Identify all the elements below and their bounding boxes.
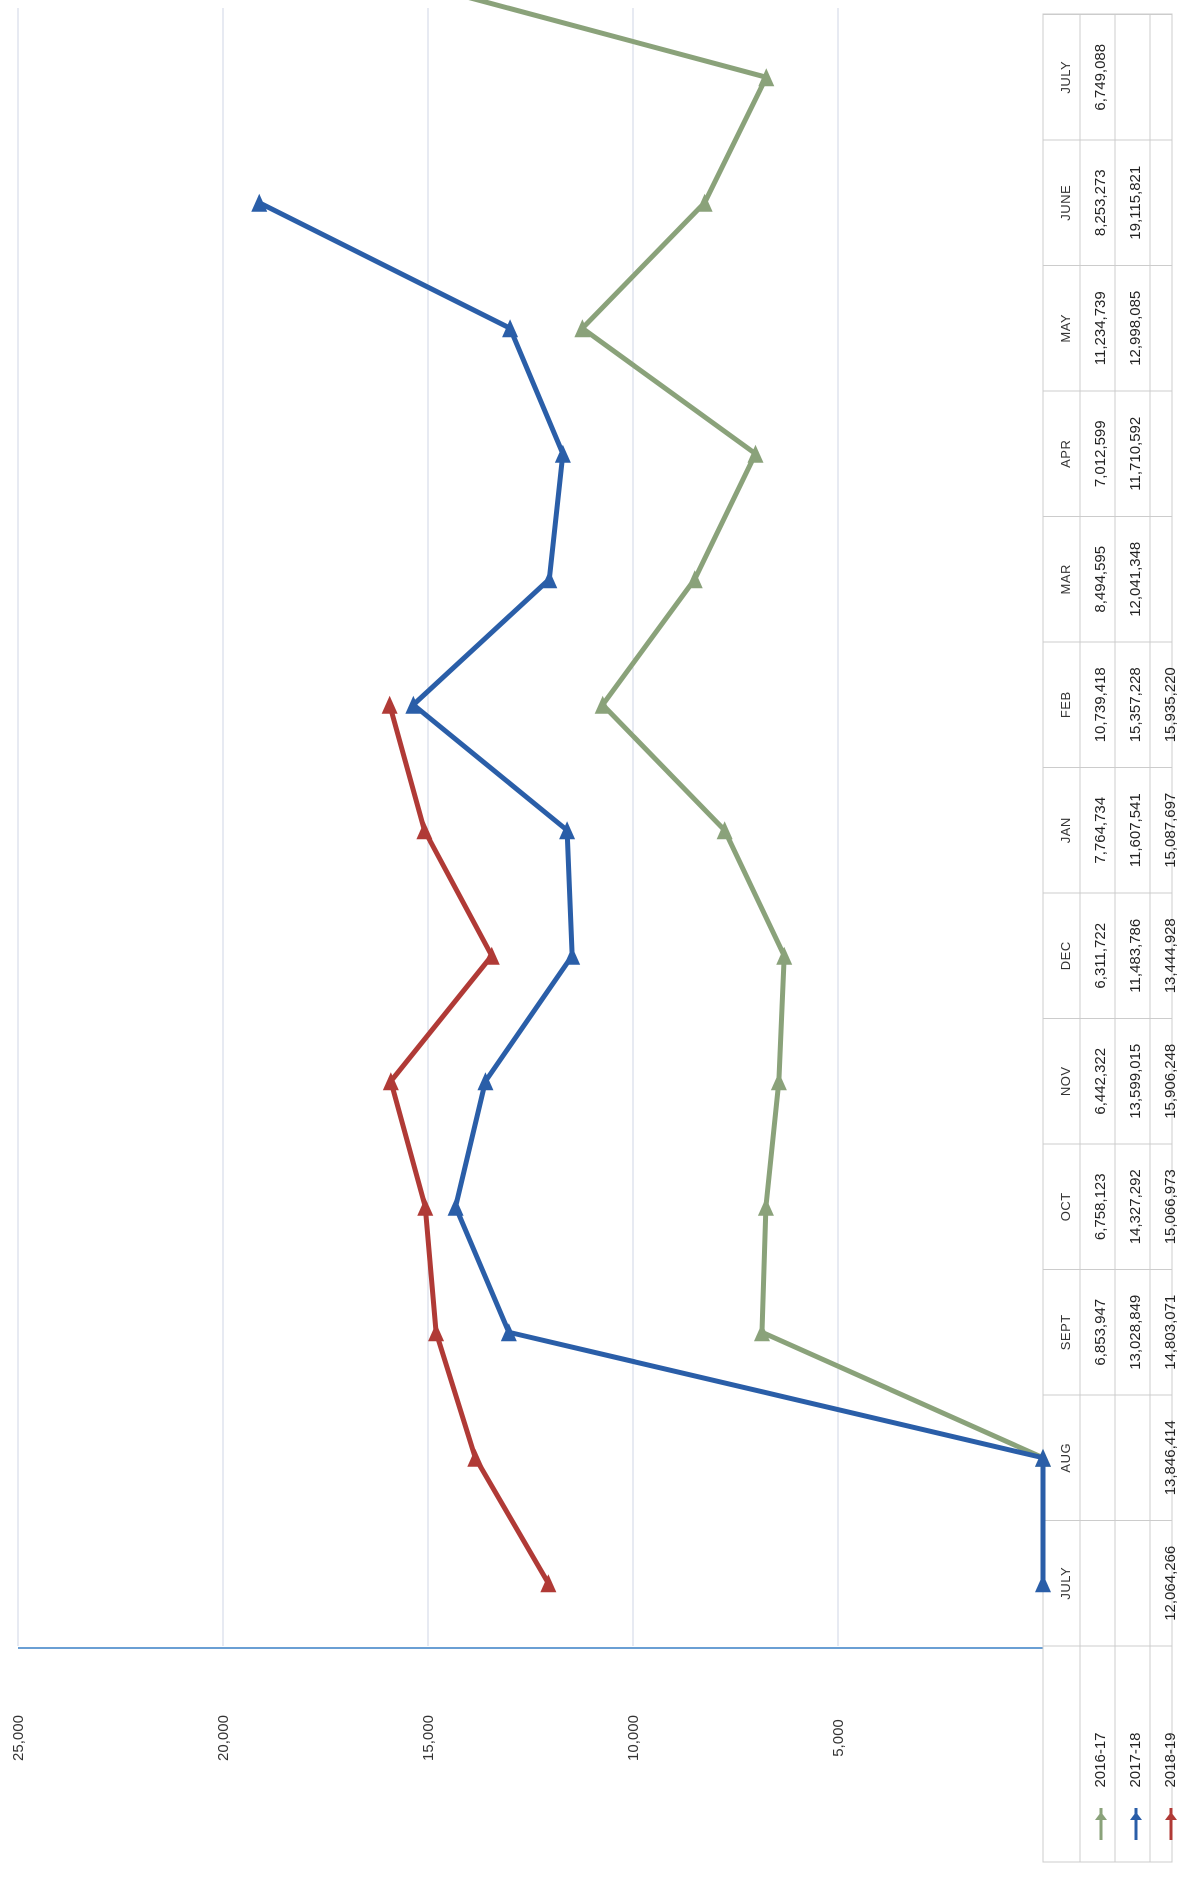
table-cell: 6,311,722 — [1092, 923, 1109, 989]
category-label: AUG — [1058, 1443, 1073, 1473]
data-point-marker — [574, 319, 591, 338]
data-point-marker — [1035, 1448, 1051, 1467]
data-point-marker — [467, 1448, 484, 1467]
category-label: APR — [1058, 440, 1073, 468]
table-cell: 13,444,928 — [1162, 918, 1179, 993]
data-table: JULY AUG SEPT OCT NOV DEC JAN FEB MAR APR MAY JUNE J… — [1042, 13, 1179, 1863]
table-cell: 10,739,418 — [1092, 667, 1109, 742]
data-point-marker — [477, 1072, 494, 1091]
data-point-marker — [500, 1323, 517, 1342]
category-label: MAY — [1058, 314, 1073, 343]
legend-marker — [1165, 1812, 1177, 1820]
data-point-marker — [417, 1197, 434, 1216]
data-point-marker — [686, 570, 703, 589]
table-cell: 13,846,414 — [1162, 1420, 1179, 1495]
table-cell: 11,234,739 — [1092, 291, 1109, 365]
category-label: SEPT — [1058, 1314, 1073, 1350]
category-label: JULY — [1058, 1567, 1073, 1600]
data-point-marker — [502, 319, 519, 338]
y-tick-label: 10,000 — [625, 1715, 642, 1761]
series-line — [468, 0, 1045, 1461]
data-point-marker — [381, 695, 398, 714]
category-label: JUNE — [1058, 185, 1073, 221]
table-cell: 19,115,821 — [1127, 166, 1144, 240]
table-cell: 15,066,973 — [1162, 1169, 1179, 1244]
table-cell: 6,853,947 — [1092, 1299, 1109, 1366]
series-line — [387, 704, 551, 1585]
data-point-marker — [753, 1323, 770, 1342]
data-point-marker — [405, 695, 422, 714]
data-point-marker — [382, 1072, 399, 1091]
gridlines — [17, 8, 839, 1646]
data-point-marker — [554, 444, 571, 463]
table-cell: 11,607,541 — [1127, 793, 1144, 867]
data-point-marker — [447, 1197, 464, 1216]
y-tick-label: 5,000 — [830, 1719, 847, 1757]
table-cell: 8,253,273 — [1092, 169, 1109, 236]
y-tick-label: 20,000 — [215, 1715, 232, 1761]
data-point-marker — [541, 570, 558, 589]
table-cell: 12,064,266 — [1162, 1546, 1179, 1621]
data-point-marker — [483, 946, 500, 965]
table-cell: 11,710,592 — [1127, 417, 1144, 491]
table-cell: 12,998,085 — [1127, 291, 1144, 366]
table-cell: 11,483,786 — [1127, 919, 1144, 993]
data-point-marker — [559, 821, 576, 840]
category-label: DEC — [1058, 941, 1073, 970]
table-cell: 8,494,595 — [1092, 546, 1109, 613]
data-point-marker — [758, 68, 775, 87]
legend-marker — [1130, 1812, 1142, 1820]
series-lines — [251, 0, 1051, 1593]
series-line — [258, 200, 1046, 1584]
category-label: MAR — [1058, 564, 1073, 594]
table-cell: 7,764,734 — [1092, 797, 1109, 864]
table-cell: 13,599,015 — [1127, 1044, 1144, 1119]
table-cell: 6,758,123 — [1092, 1173, 1109, 1240]
table-cell: 15,935,220 — [1162, 667, 1179, 742]
category-label: NOV — [1058, 1066, 1073, 1096]
table-cell: 6,749,088 — [1092, 44, 1109, 111]
series-2017-18 — [251, 193, 1051, 1593]
y-tick-label: 15,000 — [420, 1715, 437, 1761]
table-cell: 12,041,348 — [1127, 542, 1144, 617]
legend-label: 2016-17 — [1092, 1732, 1109, 1787]
value-axis: 5,000 10,000 15,000 20,000 25,000 — [10, 1647, 1043, 1761]
data-point-marker — [770, 1072, 787, 1091]
table-cell: 14,803,071 — [1162, 1295, 1179, 1370]
table-cell: 15,357,228 — [1127, 667, 1144, 742]
data-point-marker — [594, 695, 611, 714]
table-cell: 15,906,248 — [1162, 1044, 1179, 1119]
category-label: FEB — [1058, 691, 1073, 718]
series-2016-17 — [468, 0, 1051, 1467]
data-point-marker — [696, 193, 713, 212]
data-point-marker — [416, 821, 433, 840]
series-2018-19 — [381, 695, 557, 1593]
table-cell: 6,442,322 — [1092, 1048, 1109, 1115]
legend-label: 2017-18 — [1127, 1732, 1144, 1787]
data-point-marker — [564, 946, 581, 965]
table-frame — [1042, 13, 1173, 1863]
category-label: JULY — [1058, 61, 1073, 94]
table-cell: 13,028,849 — [1127, 1295, 1144, 1370]
category-label: OCT — [1058, 1192, 1073, 1221]
table-cell: 14,327,292 — [1127, 1169, 1144, 1244]
data-point-marker — [757, 1197, 774, 1216]
data-point-marker — [747, 444, 764, 463]
data-point-marker — [540, 1574, 557, 1593]
data-point-marker — [1035, 1574, 1051, 1593]
data-point-marker — [428, 1323, 445, 1342]
table-cell: 15,087,697 — [1162, 793, 1179, 868]
data-point-marker — [776, 946, 793, 965]
y-tick-label: 25,000 — [10, 1715, 27, 1761]
legend-marker — [1095, 1812, 1107, 1820]
data-point-marker — [716, 821, 733, 840]
legend-label: 2018-19 — [1162, 1732, 1179, 1787]
category-label: JAN — [1058, 817, 1073, 843]
legend: 2016-17 2017-18 2018-19 — [1092, 1732, 1179, 1840]
data-point-marker — [251, 193, 268, 212]
table-cell: 7,012,599 — [1092, 420, 1109, 487]
